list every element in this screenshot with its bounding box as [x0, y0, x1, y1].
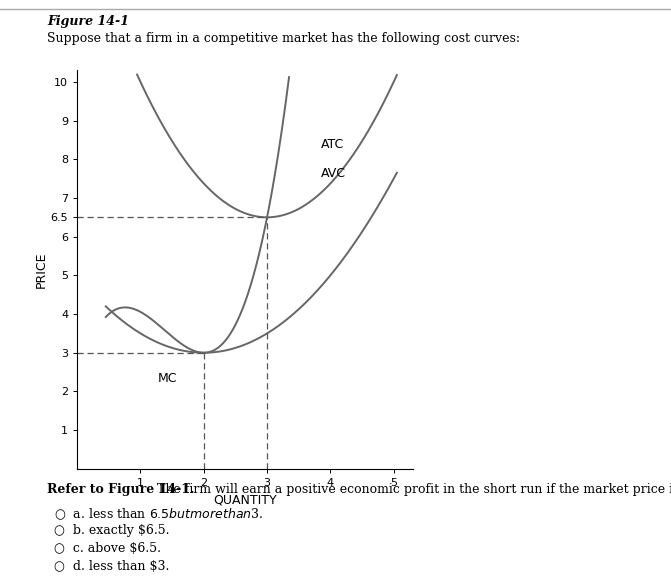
Text: Refer to Figure 14-1.: Refer to Figure 14-1.: [47, 483, 195, 496]
Y-axis label: PRICE: PRICE: [35, 251, 48, 288]
Text: ○  a. less than $6.5 but more than $3.: ○ a. less than $6.5 but more than $3.: [54, 507, 263, 523]
Text: Suppose that a firm in a competitive market has the following cost curves:: Suppose that a firm in a competitive mar…: [47, 32, 520, 45]
Text: Figure 14-1: Figure 14-1: [47, 15, 129, 28]
Text: MC: MC: [158, 372, 178, 385]
Text: ATC: ATC: [321, 138, 344, 151]
Text: ○  d. less than $3.: ○ d. less than $3.: [54, 560, 169, 573]
Text: ○  c. above $6.5.: ○ c. above $6.5.: [54, 542, 160, 555]
X-axis label: QUANTITY: QUANTITY: [213, 493, 276, 506]
Text: AVC: AVC: [321, 166, 346, 180]
Text: The firm will earn a positive economic profit in the short run if the market pri: The firm will earn a positive economic p…: [153, 483, 671, 496]
Text: ○  b. exactly $6.5.: ○ b. exactly $6.5.: [54, 524, 169, 537]
